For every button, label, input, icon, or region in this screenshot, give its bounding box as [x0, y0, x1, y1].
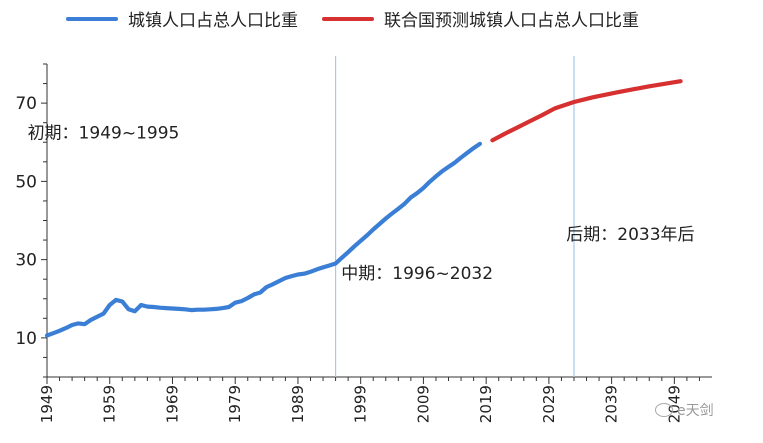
- legend: 城镇人口占总人口比重 联合国预测城镇人口占总人口比重: [66, 6, 639, 31]
- x-tick-label: 1999: [352, 385, 370, 423]
- series-line-1: [44, 141, 482, 338]
- x-tick-label: 1989: [289, 385, 307, 423]
- y-tick-label: 50: [15, 172, 37, 192]
- phase-annotation-1: 初期：1949~1995: [28, 123, 180, 143]
- legend-swatch-urban: [66, 16, 118, 21]
- x-tick-label: 1979: [226, 385, 244, 423]
- legend-label-urban: 城镇人口占总人口比重: [128, 11, 298, 31]
- wechat-icon: [655, 403, 673, 417]
- x-tick-label: 2039: [603, 385, 621, 423]
- phase-annotation-2: 中期：1996~2032: [341, 264, 493, 284]
- x-tick-label: 1949: [38, 385, 56, 423]
- legend-item-un-forecast[interactable]: 联合国预测城镇人口占总人口比重: [322, 6, 639, 31]
- legend-item-urban[interactable]: 城镇人口占总人口比重: [66, 6, 298, 31]
- y-tick-label: 30: [15, 251, 37, 271]
- x-tick-label: 2009: [414, 385, 432, 423]
- y-tick-label: 10: [15, 329, 37, 349]
- phase-annotation-3: 后期：2033年后: [566, 225, 694, 245]
- x-tick-label: 1959: [101, 385, 119, 423]
- watermark: e天剑: [655, 400, 714, 420]
- series-line-2: [490, 79, 683, 143]
- y-tick-label: 70: [15, 94, 37, 114]
- x-tick-label: 1969: [163, 385, 181, 423]
- watermark-text: e天剑: [677, 403, 714, 419]
- x-tick-label: 2019: [477, 385, 495, 423]
- legend-label-un-forecast: 联合国预测城镇人口占总人口比重: [384, 11, 639, 31]
- legend-swatch-un-forecast: [322, 16, 374, 21]
- x-tick-label: 2029: [540, 385, 558, 423]
